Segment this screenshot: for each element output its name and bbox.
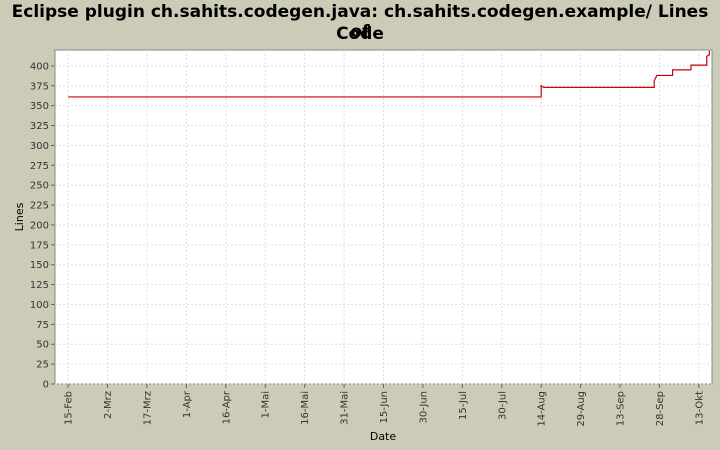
y-tick-label: 175 xyxy=(30,240,49,251)
x-tick-label: 30-Jun xyxy=(418,391,429,424)
y-tick-label: 125 xyxy=(30,280,49,291)
y-axis-title: Lines xyxy=(13,202,26,231)
y-tick-label: 300 xyxy=(30,141,49,152)
chart-title-line-1: Eclipse plugin ch.sahits.codegen.java: c… xyxy=(11,2,709,42)
x-tick-label: 17-Mrz xyxy=(142,391,153,425)
x-tick-label: 31-Mai xyxy=(340,391,351,425)
y-tick-label: 100 xyxy=(30,300,49,311)
x-tick-label: 16-Apr xyxy=(221,390,232,424)
x-tick-label: 13-Okt xyxy=(694,391,705,425)
x-tick-label: 14-Aug xyxy=(537,391,548,427)
x-axis: 15-Feb 2-Mrz 17-Mrz 1-Apr 16-Apr 1-Mai 16-Mai 3… xyxy=(64,384,705,427)
y-tick-label: 150 xyxy=(30,260,49,271)
y-tick-label: 250 xyxy=(30,181,49,192)
y-tick-label: 275 xyxy=(30,161,49,172)
plot-area xyxy=(54,49,713,385)
y-tick-label: 325 xyxy=(30,121,49,132)
chart-title-line-2: Code xyxy=(336,24,384,44)
x-tick-label: 15-Feb xyxy=(64,391,75,425)
y-tick-label: 25 xyxy=(36,360,49,371)
x-tick-label: 16-Mai xyxy=(300,391,311,425)
y-tick-label: 75 xyxy=(36,320,49,331)
series-layer xyxy=(68,50,710,98)
x-tick-label: 1-Apr xyxy=(182,390,193,418)
x-tick-label: 30-Jul xyxy=(497,391,508,420)
y-tick-label: 225 xyxy=(30,201,49,212)
y-axis: 0 25 50 75 100 125 150 175 200 225 250 275 300 325 350… xyxy=(30,61,55,391)
x-tick-label: 2-Mrz xyxy=(103,391,114,419)
y-tick-label: 50 xyxy=(36,340,49,351)
series-line-lines-of-code xyxy=(68,50,710,98)
x-tick-label: 13-Sep xyxy=(616,391,627,426)
x-tick-label: 15-Jun xyxy=(379,391,390,424)
y-tick-label: 0 xyxy=(43,380,49,391)
x-tick-label: 15-Jul xyxy=(458,391,469,420)
x-tick-label: 29-Aug xyxy=(576,391,587,427)
x-axis-title: Date xyxy=(370,430,397,443)
y-tick-label: 400 xyxy=(30,61,49,72)
y-tick-label: 200 xyxy=(30,220,49,231)
x-tick-label: 28-Sep xyxy=(655,391,666,426)
x-tick-label: 1-Mai xyxy=(261,391,272,419)
y-tick-label: 375 xyxy=(30,81,49,92)
y-tick-label: 350 xyxy=(30,101,49,112)
